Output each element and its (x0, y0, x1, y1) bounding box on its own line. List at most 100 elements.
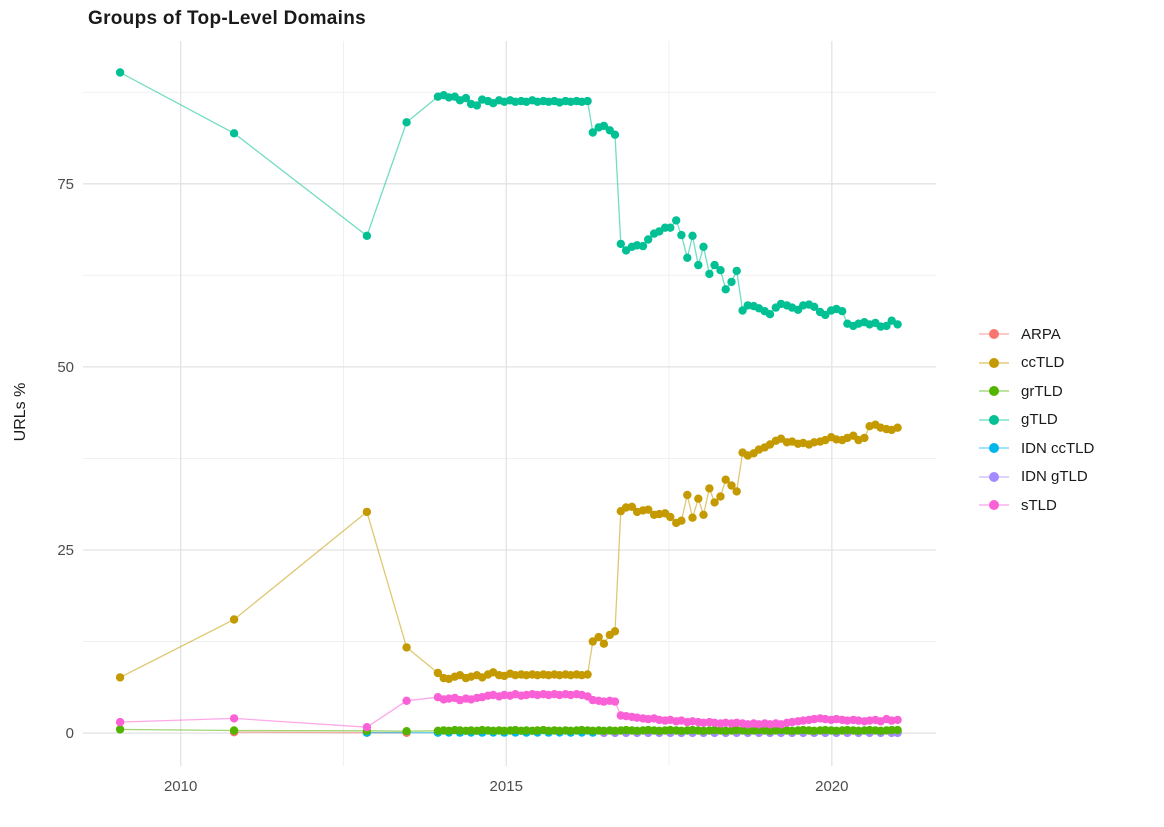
data-point (588, 726, 597, 735)
data-point (732, 487, 741, 496)
data-point (666, 223, 675, 232)
data-point (710, 260, 719, 270)
legend-key-icon (979, 500, 1009, 511)
data-point (610, 130, 620, 139)
data-point (644, 505, 653, 514)
data-point (433, 668, 443, 678)
data-point (599, 639, 609, 648)
data-point (402, 118, 411, 127)
data-point (683, 490, 692, 500)
legend-key-icon (979, 329, 1009, 340)
data-point (705, 484, 714, 493)
legend-label: sTLD (1021, 496, 1057, 514)
data-point (721, 285, 730, 294)
data-point (694, 494, 703, 503)
data-point (699, 242, 708, 251)
data-point (229, 714, 239, 723)
data-point (555, 726, 564, 735)
data-point (683, 253, 692, 262)
data-point (854, 726, 863, 735)
legend-label: ARPA (1021, 325, 1061, 343)
data-point (229, 615, 239, 624)
series-line (119, 71, 898, 328)
legend-label: IDN ccTLD (1021, 439, 1095, 457)
data-point (721, 475, 730, 484)
data-point (732, 266, 741, 276)
data-point (743, 726, 752, 735)
data-point (694, 260, 703, 270)
legend-key-dot (989, 443, 999, 454)
data-point (677, 516, 686, 525)
data-point (402, 643, 411, 652)
data-point (765, 310, 775, 319)
data-point (666, 512, 675, 522)
data-point (588, 128, 597, 137)
legend-key-icon (979, 357, 1009, 368)
data-point (583, 670, 592, 679)
data-point (893, 725, 902, 735)
x-tick-label: 2015 (490, 778, 523, 795)
data-point (489, 726, 498, 735)
legend-item-arpa: ARPA (978, 320, 1094, 349)
data-point (716, 266, 725, 275)
data-point (362, 231, 372, 240)
series-line (119, 424, 898, 680)
data-point (893, 320, 902, 329)
data-point (893, 423, 902, 432)
legend-key-dot (989, 500, 999, 511)
data-point (115, 68, 125, 77)
legend-item-idn-gtld: IDN gTLD (978, 463, 1094, 492)
data-point (838, 307, 847, 316)
legend-item-grtld: grTLD (978, 377, 1094, 406)
data-point (627, 502, 637, 511)
data-point (821, 310, 830, 320)
data-point (522, 726, 531, 735)
data-point (402, 727, 411, 736)
x-tick-label: 2010 (164, 778, 197, 795)
y-axis-title: URLs % (12, 383, 29, 442)
data-point (677, 726, 686, 735)
data-point (705, 269, 714, 279)
data-point (500, 726, 509, 735)
data-point (727, 481, 736, 490)
series-gtld (115, 68, 902, 331)
legend-key-dot (989, 386, 999, 397)
data-point (229, 129, 239, 138)
data-point (887, 725, 896, 735)
data-point (699, 510, 708, 519)
data-point (599, 121, 609, 131)
data-point (727, 277, 736, 287)
data-point (588, 637, 597, 646)
legend-key-icon (979, 386, 1009, 397)
y-tick-label: 0 (66, 725, 74, 742)
data-point (610, 697, 620, 706)
data-point (699, 726, 708, 735)
data-point (616, 239, 625, 249)
series-cctld (115, 420, 902, 684)
data-point (115, 717, 125, 727)
legend: ARPA ccTLD grTLD gTLD IDN ccTLD IDN gTLD sTLD (978, 320, 1094, 520)
data-point (583, 96, 592, 106)
legend-key-dot (989, 414, 999, 425)
data-point (638, 241, 648, 251)
data-point (566, 726, 575, 735)
data-point (644, 235, 653, 244)
legend-key-dot (989, 329, 999, 340)
data-point (632, 726, 642, 735)
data-point (716, 492, 725, 501)
data-point (599, 726, 609, 735)
data-point (115, 725, 125, 734)
data-point (472, 101, 482, 110)
legend-item-gtld: gTLD (978, 406, 1094, 435)
series-stld (115, 690, 902, 732)
legend-key-icon (979, 443, 1009, 454)
legend-key-dot (989, 357, 999, 368)
data-point (860, 433, 869, 443)
legend-label: grTLD (1021, 382, 1063, 400)
data-point (672, 216, 681, 225)
data-point (594, 632, 603, 642)
data-point (229, 726, 239, 735)
data-point (787, 726, 797, 735)
legend-key-icon (979, 471, 1009, 482)
